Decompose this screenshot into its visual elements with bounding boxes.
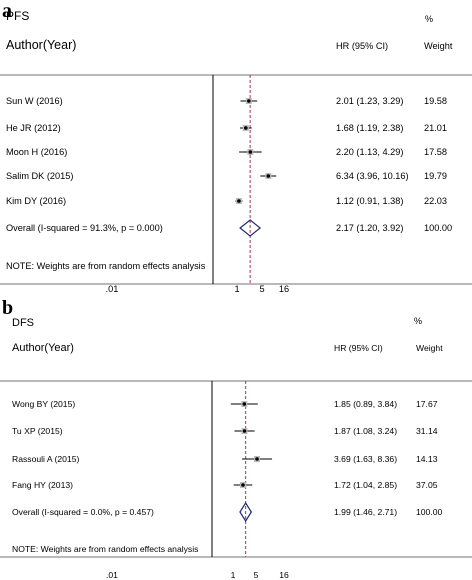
study-weight: 14.13 xyxy=(416,454,438,464)
study-label: Rassouli A (2015) xyxy=(12,454,79,464)
study-hr-ci: 2.20 (1.13, 4.29) xyxy=(336,147,403,157)
study-weight: 17.58 xyxy=(424,147,447,157)
study-label: He JR (2012) xyxy=(6,123,61,133)
point-estimate xyxy=(248,150,253,154)
weight-column-header: Weight xyxy=(424,41,453,51)
author-column-header: Author(Year) xyxy=(12,342,74,354)
overall-hr-ci: 1.99 (1.46, 2.71) xyxy=(334,507,397,517)
point-estimate xyxy=(242,429,247,433)
overall-diamond xyxy=(239,219,262,237)
panel-letter: a xyxy=(2,0,12,22)
x-tick-label: 1 xyxy=(234,284,239,294)
hr-column-header: HR (95% CI) xyxy=(336,41,388,51)
study-weight: 19.58 xyxy=(424,96,447,106)
overall-label: Overall (I-squared = 91.3%, p = 0.000) xyxy=(6,223,163,233)
x-tick-label: 1 xyxy=(231,570,236,580)
point-estimate xyxy=(242,402,247,406)
study-label: Fang HY (2013) xyxy=(12,480,73,490)
outcome-title: PFS xyxy=(6,9,29,23)
x-tick-label: 5 xyxy=(259,284,264,294)
point-estimate xyxy=(241,483,245,487)
study-hr-ci: 3.69 (1.63, 8.36) xyxy=(334,454,397,464)
point-estimate xyxy=(255,457,259,461)
study-hr-ci: 2.01 (1.23, 3.29) xyxy=(336,96,403,106)
study-hr-ci: 1.72 (1.04, 2.85) xyxy=(334,480,397,490)
point-estimate xyxy=(237,199,241,203)
study-label: Sun W (2016) xyxy=(6,96,63,106)
x-tick-label: 16 xyxy=(279,284,289,294)
outcome-title: DFS xyxy=(12,317,34,329)
study-label: Tu XP (2015) xyxy=(12,426,63,436)
point-estimate xyxy=(247,99,251,103)
panel-letter: b xyxy=(2,297,13,319)
study-hr-ci: 1.12 (0.91, 1.38) xyxy=(336,196,403,206)
study-label: Kim DY (2016) xyxy=(6,196,66,206)
study-label: Wong BY (2015) xyxy=(12,399,75,409)
hr-column-header: HR (95% CI) xyxy=(334,343,383,353)
study-weight: 37.05 xyxy=(416,480,438,490)
x-tick-label: 5 xyxy=(254,570,259,580)
x-tick-label: .01 xyxy=(106,284,119,294)
overall-diamond xyxy=(239,501,253,523)
overall-hr-ci: 2.17 (1.20, 3.92) xyxy=(336,223,403,233)
weight-percent-header: % xyxy=(425,14,433,24)
overall-weight: 100.00 xyxy=(416,507,443,517)
study-hr-ci: 1.85 (0.89, 3.84) xyxy=(334,399,397,409)
point-estimate xyxy=(266,174,271,178)
weight-column-header: Weight xyxy=(416,343,443,353)
author-column-header: Author(Year) xyxy=(6,38,76,52)
study-weight: 31.14 xyxy=(416,426,438,436)
study-label: Moon H (2016) xyxy=(6,147,67,157)
point-estimate xyxy=(243,126,248,130)
study-weight: 17.67 xyxy=(416,399,438,409)
random-effects-note: NOTE: Weights are from random effects an… xyxy=(6,261,206,271)
study-hr-ci: 1.87 (1.08, 3.24) xyxy=(334,426,397,436)
x-tick-label: .01 xyxy=(106,570,118,580)
study-label: Salim DK (2015) xyxy=(6,171,73,181)
study-hr-ci: 1.68 (1.19, 2.38) xyxy=(336,123,403,133)
random-effects-note: NOTE: Weights are from random effects an… xyxy=(12,544,198,554)
study-weight: 22.03 xyxy=(424,196,447,206)
overall-label: Overall (I-squared = 0.0%, p = 0.457) xyxy=(12,507,154,517)
study-hr-ci: 6.34 (3.96, 10.16) xyxy=(336,171,409,181)
x-tick-label: 16 xyxy=(279,570,289,580)
weight-percent-header: % xyxy=(414,316,422,326)
study-weight: 21.01 xyxy=(424,123,447,133)
overall-weight: 100.00 xyxy=(424,223,452,233)
study-weight: 19.79 xyxy=(424,171,447,181)
